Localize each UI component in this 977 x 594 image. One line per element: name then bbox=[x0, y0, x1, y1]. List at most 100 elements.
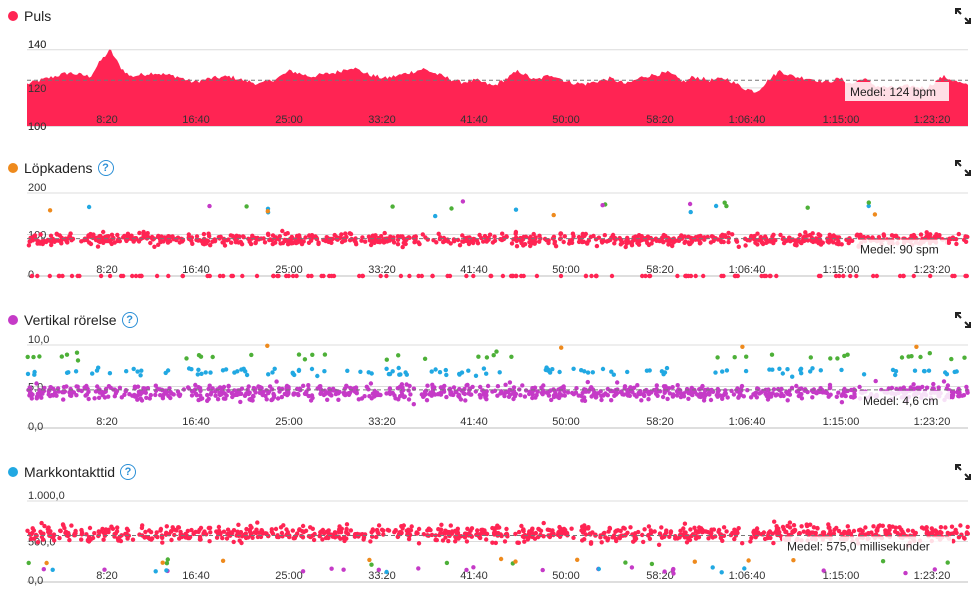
data-point bbox=[395, 234, 401, 239]
data-point bbox=[143, 390, 148, 395]
data-point bbox=[759, 240, 765, 245]
data-point bbox=[345, 368, 350, 373]
data-point bbox=[103, 530, 109, 535]
data-point bbox=[357, 273, 362, 279]
data-point bbox=[708, 397, 714, 403]
data-point bbox=[965, 390, 970, 395]
data-point bbox=[738, 386, 744, 392]
data-point bbox=[197, 385, 203, 391]
data-point bbox=[503, 389, 508, 394]
data-point bbox=[369, 562, 374, 567]
data-point bbox=[137, 230, 142, 236]
data-point bbox=[518, 393, 523, 398]
data-point bbox=[348, 385, 353, 391]
data-point bbox=[135, 369, 140, 374]
data-point bbox=[59, 237, 64, 242]
data-point bbox=[103, 527, 109, 532]
data-point bbox=[375, 390, 380, 396]
data-point bbox=[793, 240, 798, 246]
data-point bbox=[28, 536, 34, 542]
data-point bbox=[556, 395, 562, 401]
data-point bbox=[696, 535, 702, 540]
data-point bbox=[25, 371, 31, 377]
data-point bbox=[250, 233, 255, 238]
data-point bbox=[311, 537, 317, 543]
expand-icon[interactable] bbox=[955, 160, 971, 176]
help-icon[interactable]: ? bbox=[97, 160, 114, 176]
data-point bbox=[424, 398, 430, 403]
help-icon[interactable]: ? bbox=[120, 464, 137, 480]
data-point bbox=[781, 393, 786, 399]
expand-icon[interactable] bbox=[955, 464, 971, 480]
data-point bbox=[295, 531, 300, 536]
average-label: Medel: 124 bpm bbox=[850, 85, 936, 99]
data-point bbox=[646, 397, 651, 402]
data-point bbox=[430, 273, 435, 279]
data-point bbox=[582, 369, 587, 374]
expand-icon[interactable] bbox=[955, 312, 971, 328]
data-point bbox=[296, 352, 302, 357]
data-point bbox=[135, 397, 140, 402]
data-point bbox=[252, 386, 258, 392]
data-point bbox=[112, 394, 118, 399]
data-point bbox=[722, 200, 727, 205]
data-point bbox=[77, 273, 82, 279]
data-point bbox=[561, 239, 566, 245]
expand-icon[interactable] bbox=[955, 8, 971, 24]
data-point bbox=[516, 237, 521, 242]
data-point bbox=[821, 568, 826, 573]
data-point bbox=[681, 394, 687, 399]
data-point bbox=[388, 234, 393, 239]
data-point bbox=[87, 535, 92, 540]
data-point bbox=[726, 230, 731, 236]
data-point bbox=[872, 212, 878, 217]
data-point bbox=[160, 540, 165, 545]
data-point bbox=[294, 273, 299, 279]
data-point bbox=[724, 368, 730, 373]
data-point bbox=[839, 242, 844, 247]
data-point bbox=[684, 540, 690, 545]
data-point bbox=[549, 397, 554, 403]
data-point bbox=[871, 273, 876, 279]
data-point bbox=[234, 533, 239, 538]
data-point bbox=[243, 369, 248, 374]
data-point bbox=[226, 384, 231, 389]
data-point bbox=[324, 235, 329, 240]
data-point bbox=[929, 526, 934, 531]
data-point bbox=[464, 567, 469, 573]
data-point bbox=[41, 531, 46, 536]
data-point bbox=[206, 231, 211, 236]
data-point bbox=[249, 352, 254, 358]
data-point bbox=[183, 535, 188, 540]
data-point bbox=[705, 234, 710, 240]
data-point bbox=[29, 273, 35, 279]
data-point bbox=[771, 387, 777, 392]
data-point bbox=[85, 386, 90, 392]
x-tick-label: 1:06:40 bbox=[729, 264, 766, 276]
data-point bbox=[328, 391, 333, 397]
data-point bbox=[746, 558, 751, 563]
data-point bbox=[938, 525, 944, 530]
data-point bbox=[785, 398, 790, 403]
data-point bbox=[291, 536, 296, 541]
data-point bbox=[35, 540, 41, 545]
data-point bbox=[818, 368, 823, 373]
data-point bbox=[404, 372, 409, 377]
data-point bbox=[730, 232, 735, 237]
panel-header: Puls bbox=[8, 6, 51, 26]
data-point bbox=[247, 397, 252, 402]
data-point bbox=[101, 537, 106, 542]
data-point bbox=[601, 392, 606, 398]
data-point bbox=[429, 369, 434, 374]
data-point bbox=[165, 557, 170, 562]
data-point bbox=[34, 381, 39, 386]
data-point bbox=[144, 232, 149, 237]
help-icon[interactable]: ? bbox=[121, 312, 138, 328]
data-point bbox=[581, 388, 587, 393]
data-point bbox=[204, 241, 209, 246]
data-point bbox=[605, 538, 610, 543]
data-point bbox=[636, 233, 642, 238]
data-point bbox=[952, 369, 957, 375]
data-point bbox=[732, 536, 737, 542]
